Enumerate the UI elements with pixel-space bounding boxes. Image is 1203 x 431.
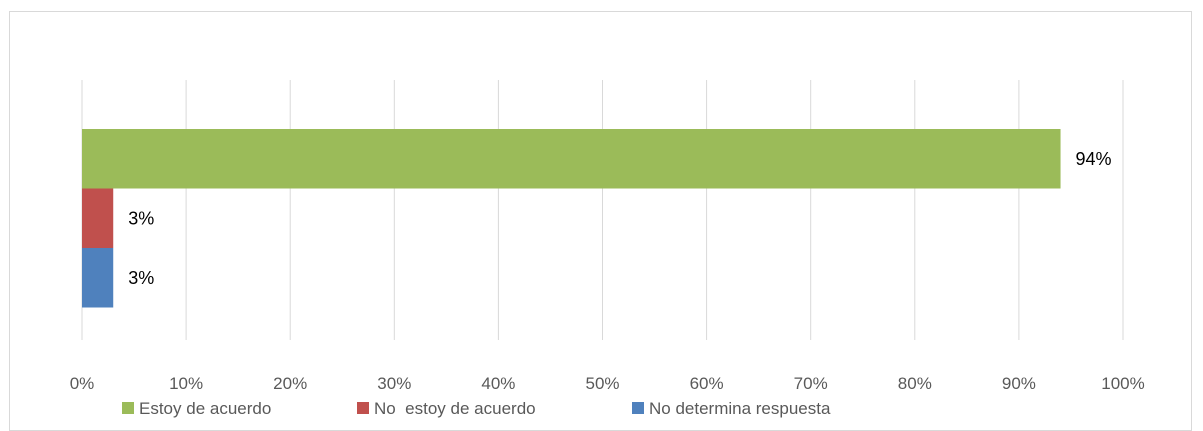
bar	[82, 248, 114, 308]
data-labels: 94% 3% 3%	[128, 149, 1111, 288]
x-tick-label: 40%	[481, 374, 515, 393]
legend-label: Estoy de acuerdo	[139, 399, 271, 418]
x-tick-label: 70%	[794, 374, 828, 393]
gridlines	[81, 80, 1124, 340]
legend-label: No determina respuesta	[649, 399, 831, 418]
legend-swatch	[357, 402, 369, 414]
x-tick-label: 30%	[377, 374, 411, 393]
legend-swatch	[122, 402, 134, 414]
bars	[82, 129, 1061, 308]
x-tick-label: 0%	[70, 374, 95, 393]
legend: Estoy de acuerdo No estoy de acuerdo No de…	[122, 399, 831, 418]
x-tick-label: 80%	[898, 374, 932, 393]
x-tick-label: 50%	[585, 374, 619, 393]
chart-frame	[9, 11, 1192, 431]
data-label: 94%	[1076, 149, 1112, 169]
bar	[82, 129, 1061, 189]
bar	[82, 188, 114, 248]
x-tick-label: 100%	[1101, 374, 1144, 393]
x-tick-label: 10%	[169, 374, 203, 393]
legend-swatch	[632, 402, 644, 414]
x-tick-label: 20%	[273, 374, 307, 393]
legend-label: No estoy de acuerdo	[374, 399, 536, 418]
data-label: 3%	[128, 208, 154, 228]
data-label: 3%	[128, 268, 154, 288]
x-axis-tick-labels: 0% 10% 20% 30% 40% 50% 60% 70% 80% 90% 100%	[70, 374, 1145, 393]
x-tick-label: 60%	[690, 374, 724, 393]
x-tick-label: 90%	[1002, 374, 1036, 393]
